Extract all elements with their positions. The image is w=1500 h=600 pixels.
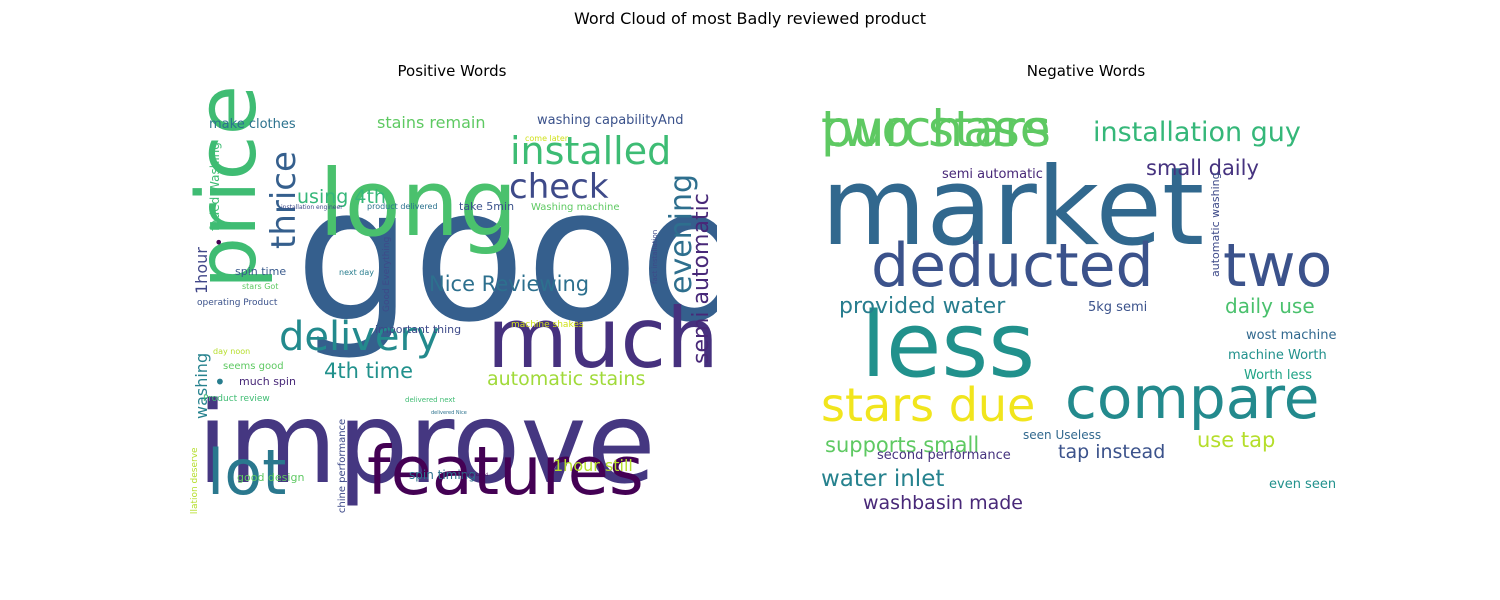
word-using-4th: using 4th xyxy=(297,186,386,208)
word-4th-time: 4th time xyxy=(324,359,413,383)
word-machine-shakes: machine shakes xyxy=(511,320,584,330)
positive-words-title: Positive Words xyxy=(397,62,507,80)
word-operating-product: operating Product xyxy=(197,298,278,308)
word-good: good xyxy=(295,147,717,363)
word-dot: • xyxy=(214,370,226,394)
negative-words-panel: Negative Words purchase market less deducte… xyxy=(821,62,1351,522)
word-1hour: 1hour xyxy=(192,247,211,294)
word-use-tap: use tap xyxy=(1197,428,1275,452)
word-features: features xyxy=(367,432,644,510)
word-stars-got: stars Got xyxy=(242,282,278,291)
word-market: market xyxy=(821,145,1204,270)
word-washing-machine: Washing machine xyxy=(531,202,620,213)
word-automatic-stains: automatic stains xyxy=(487,368,645,390)
word-less: less xyxy=(861,293,1035,398)
word-engineer-called: engineer called xyxy=(457,472,488,477)
word-stains-remain: stains remain xyxy=(377,113,485,132)
word-seems-good: seems good xyxy=(223,361,284,372)
word-good-everything: Good Everything xyxy=(382,237,392,312)
word-check: check xyxy=(509,167,609,207)
word-purchase: purchase xyxy=(821,100,1051,158)
word-stars-due: stars due xyxy=(821,378,1035,432)
word-evening: evening xyxy=(664,174,699,294)
figure-title: Word Cloud of most Badly reviewed produc… xyxy=(573,9,927,28)
word-make-clothes: make clothes xyxy=(209,117,296,132)
word-tap-instead: tap instead xyxy=(1058,441,1165,463)
word-come-later: come later xyxy=(525,134,569,143)
word-even-seen: even seen xyxy=(1269,477,1336,492)
word-product-review: Product review xyxy=(203,394,270,404)
positive-words-panel: Positive Words good improve much features lo… xyxy=(187,62,717,522)
word-day-noon: day noon xyxy=(213,347,250,356)
word-worth-less: Worth less xyxy=(1244,368,1312,383)
word-dot: • xyxy=(214,233,223,252)
word-lot: lot xyxy=(207,436,286,509)
word-good-design: good design xyxy=(237,471,304,484)
word-price: price xyxy=(187,85,275,289)
word-daily-use: daily use xyxy=(1225,294,1315,318)
word-much: much xyxy=(487,290,717,387)
word-nice-reviewing: Nice Reviewing xyxy=(429,272,589,296)
word-compare: compare xyxy=(1065,364,1320,432)
word-automatic-washing: automatic washing xyxy=(1209,172,1222,277)
word-installation-guy: installation guy xyxy=(1093,117,1301,148)
word-semi-automatic: semi automatic xyxy=(942,167,1043,182)
word-washbasin-made: washbasin made xyxy=(863,492,1023,514)
word-installation-deserve: installation deserve xyxy=(190,447,200,514)
word-product-delivered: product delivered xyxy=(367,202,438,211)
word-delivered-nice: delivered Nice xyxy=(431,410,467,416)
word-spin-timing: spin timing xyxy=(409,468,476,482)
word-provided-water: provided water xyxy=(839,294,1006,319)
word-deducted: deducted xyxy=(871,231,1154,301)
word-important-thing: important thing xyxy=(375,323,461,336)
word-machine-performance: machine performance xyxy=(337,419,348,514)
word-next-day: next day xyxy=(339,268,374,277)
word-installation-engineer: installation engineer xyxy=(281,204,343,211)
word-washing: washing xyxy=(192,353,211,419)
word-machine-worth: machine Worth xyxy=(1228,348,1327,363)
word-thrice: thrice xyxy=(264,151,304,249)
word-fact-installation: fact installation xyxy=(651,230,659,284)
word-seen-useless: seen Useless xyxy=(1023,428,1101,442)
word-faded-washing: faded Washing xyxy=(208,142,222,231)
word-water-inlet: water inlet xyxy=(821,466,944,492)
word-wost-machine: wost machine xyxy=(1246,328,1336,343)
word-semi-automatic: semi automatic xyxy=(689,193,714,364)
word-improve: improve xyxy=(197,379,656,509)
word-small-daily: small daily xyxy=(1146,156,1259,180)
word-delivery: delivery xyxy=(279,314,440,360)
word-washing-capabilityand: washing capabilityAnd xyxy=(537,113,683,128)
word-supports-small: supports small xyxy=(825,433,979,457)
word-second-performance: second performance xyxy=(877,448,1011,463)
word-take-5min: take 5min xyxy=(459,200,514,213)
word-long: long xyxy=(319,150,518,257)
word-much-spin: much spin xyxy=(239,375,296,388)
word-installed: installed xyxy=(510,129,671,173)
word-two: two xyxy=(1223,231,1332,301)
negative-words-title: Negative Words xyxy=(1026,62,1146,80)
word-spin-time: spin time xyxy=(235,265,286,278)
word-delivered-next: delivered next xyxy=(405,396,456,404)
word-two-stars: two stars xyxy=(821,100,1051,158)
word-1hour-still: 1hour still xyxy=(553,456,633,475)
word-5kg-semi: 5kg semi xyxy=(1088,300,1147,315)
